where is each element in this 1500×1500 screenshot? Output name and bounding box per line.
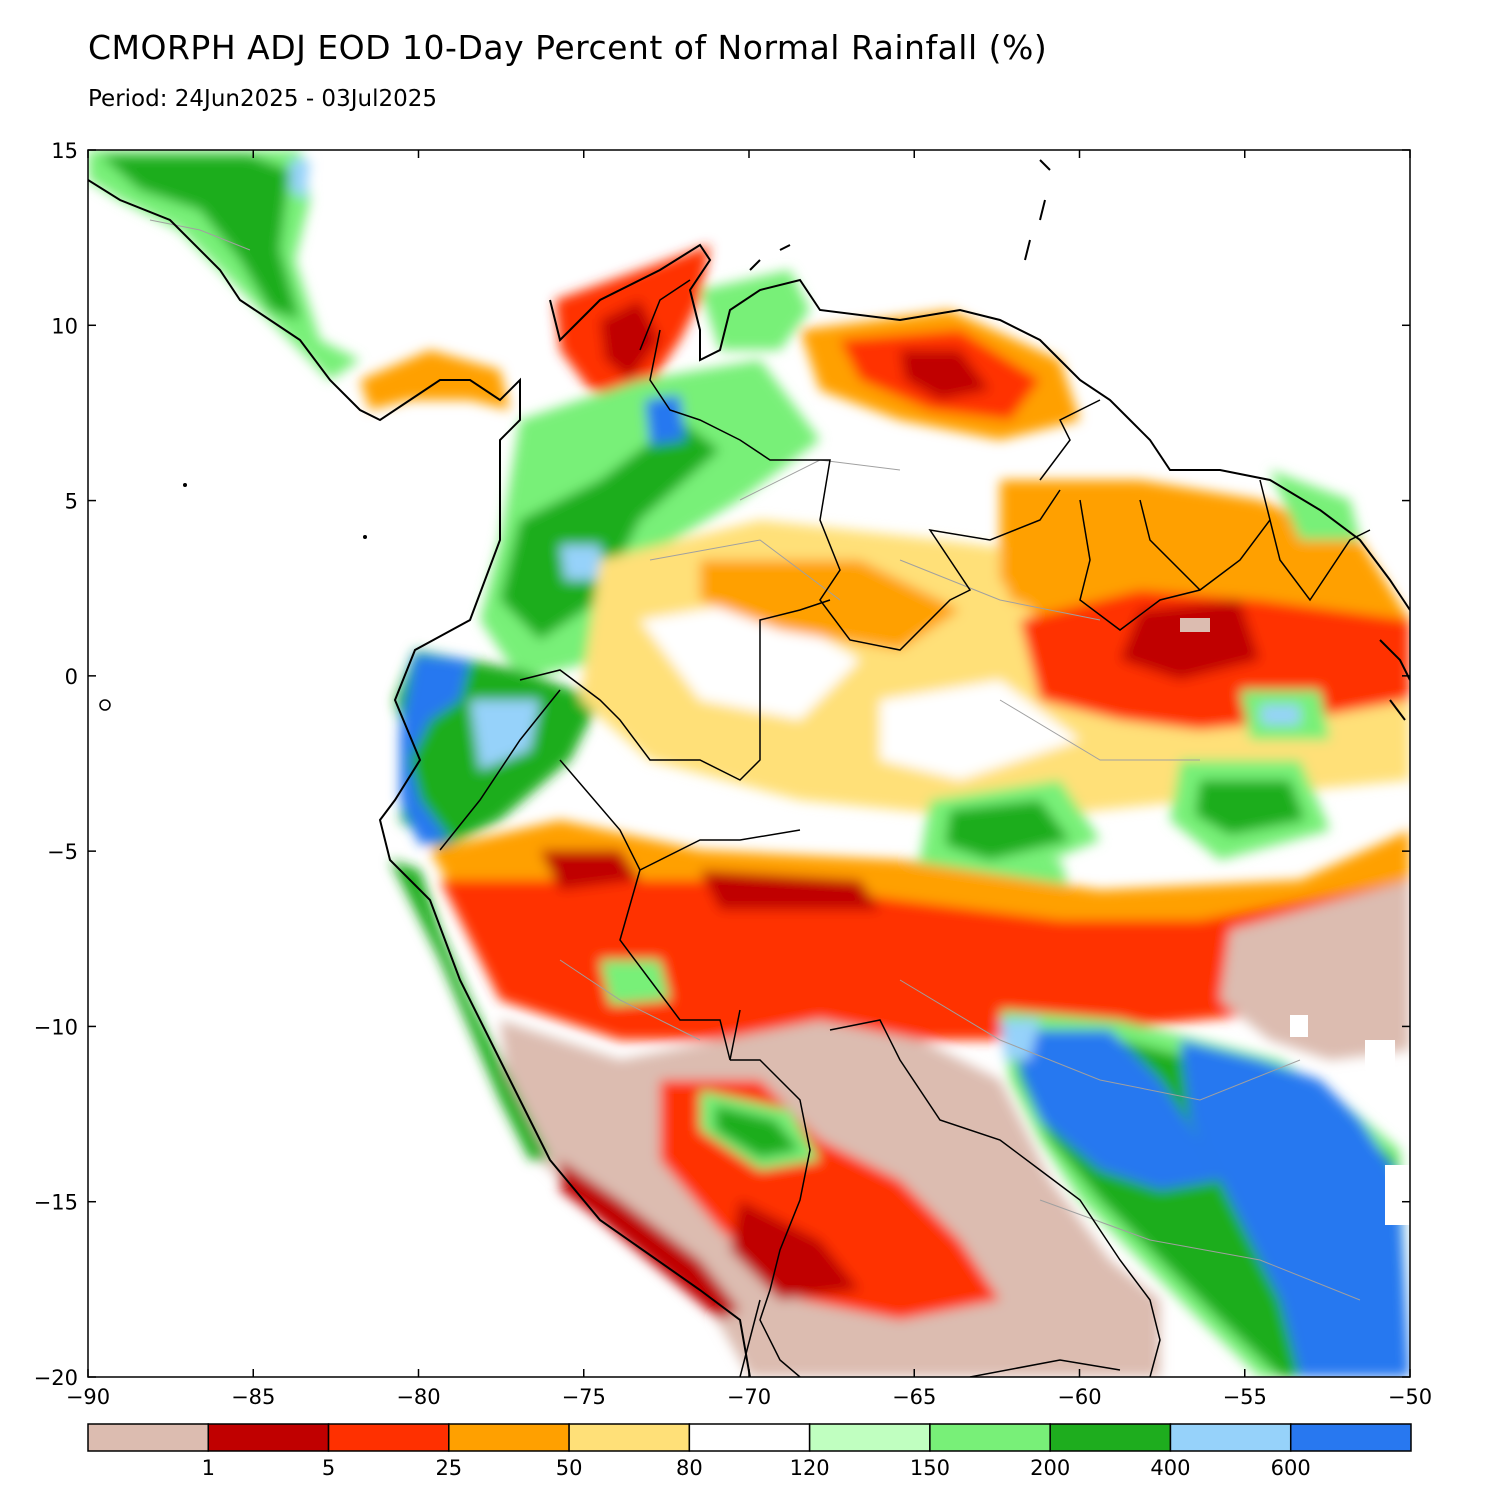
legend-label: 25 (435, 1456, 462, 1480)
lon-tick-label: −75 (562, 1385, 606, 1409)
amazon-dkgreen-2 (1195, 780, 1305, 835)
amazon-dkgreen-1 (945, 800, 1070, 860)
legend-swatch (448, 1423, 570, 1452)
amazon-orange-1 (700, 560, 960, 650)
venezuela-coast-green (700, 270, 810, 350)
central-america-dkgreen (100, 155, 300, 320)
country-borders (149, 219, 1361, 1301)
lon-tick-label: −80 (396, 1385, 440, 1409)
panama-orange (360, 350, 510, 410)
legend-swatch (207, 1423, 330, 1452)
lon-tick-label: −65 (892, 1385, 936, 1409)
legend-swatch (1289, 1423, 1412, 1452)
lat-tick-label: −5 (47, 840, 78, 864)
lon-tick-label: −90 (66, 1385, 110, 1409)
legend-swatch (87, 1423, 210, 1452)
legend-label: 120 (790, 1456, 830, 1480)
amazon-ltblue-1 (1260, 705, 1300, 725)
amazon-white-2 (880, 680, 1080, 780)
ecuador-blue (400, 655, 470, 845)
north-coast-dkred (600, 300, 660, 380)
axes: −90 −85 −80 −75 −70 −65 −60 −55 −50 15 10 5 0 −5 −10 −1… (34, 139, 1432, 1409)
nodata-patch-1 (1290, 1015, 1308, 1037)
lon-tick-label: −55 (1223, 1385, 1267, 1409)
south-dkred-1 (540, 850, 640, 890)
rainfall-field (88, 150, 1410, 1377)
lat-tick-label: −15 (34, 1191, 78, 1215)
peru-green-spots (600, 960, 670, 1005)
brazil-blue-1 (1020, 1030, 1220, 1190)
legend-label: 150 (910, 1456, 950, 1480)
south-coast-dkred (560, 1160, 740, 1320)
legend-swatch (568, 1423, 691, 1452)
nodata-patch-2 (1365, 1040, 1395, 1070)
legend-label: 400 (1150, 1456, 1190, 1480)
legend-label: 200 (1030, 1456, 1070, 1480)
lon-tick-label: −60 (1057, 1385, 1101, 1409)
island-cocos (183, 483, 187, 487)
map-title: CMORPH ADJ EOD 10-Day Percent of Normal … (88, 28, 1048, 67)
south-dkred-2 (700, 870, 880, 910)
lat-tick-label: −20 (34, 1366, 78, 1390)
andes-dkred-rim (730, 1200, 860, 1300)
central-america-green (88, 150, 360, 380)
lon-tick-label: −85 (231, 1385, 275, 1409)
north-brazil-dkred (1120, 600, 1260, 680)
national-borders (439, 279, 1371, 1377)
lat-tick-label: 5 (65, 490, 78, 514)
legend-swatch (1169, 1423, 1292, 1452)
lon-tick-label: −50 (1388, 1385, 1432, 1409)
south-red-belt (440, 880, 1410, 1040)
lat-tick-label: 15 (51, 139, 78, 163)
central-america-blue (290, 160, 310, 200)
colombia-blue-1 (645, 395, 685, 445)
legend-swatch (929, 1423, 1051, 1452)
nodata-patch-4 (1180, 618, 1210, 632)
east-dry-pink (1220, 880, 1410, 1060)
legend-colorbar: 1 5 25 50 80 120 150 200 400 600 (87, 1423, 1412, 1480)
brazil-blue-2 (1180, 1040, 1410, 1377)
ecuador-ltblue (470, 700, 540, 770)
legend-label: 600 (1271, 1456, 1311, 1480)
peru-coast-green (390, 860, 550, 1160)
legend-swatch (1049, 1423, 1172, 1452)
andes-colombia-dkgreen (500, 420, 720, 640)
legend-swatch (808, 1423, 931, 1452)
period-subtitle: Period: 24Jun2025 - 03Jul2025 (88, 86, 437, 112)
brazil-ltblue (1000, 1020, 1040, 1060)
legend-label: 50 (556, 1456, 583, 1480)
island-galapagos (99, 699, 111, 711)
legend-swatch (688, 1423, 811, 1452)
venezuela-dkred (900, 350, 990, 400)
legend-label: 1 (202, 1456, 215, 1480)
legend-label: 5 (322, 1456, 335, 1480)
nodata-patch-3 (1385, 1165, 1410, 1225)
island-malpelo (363, 535, 367, 539)
legend-label: 80 (676, 1456, 703, 1480)
coastline (88, 159, 1410, 1377)
colombia-blue-2 (560, 545, 605, 580)
lat-tick-label: 0 (65, 665, 78, 689)
legend-swatch (327, 1423, 450, 1452)
andes-dkgreen-streak (715, 1105, 800, 1158)
lon-tick-label: −70 (727, 1385, 771, 1409)
lat-tick-label: 10 (51, 314, 78, 338)
lat-tick-label: −10 (34, 1015, 78, 1039)
